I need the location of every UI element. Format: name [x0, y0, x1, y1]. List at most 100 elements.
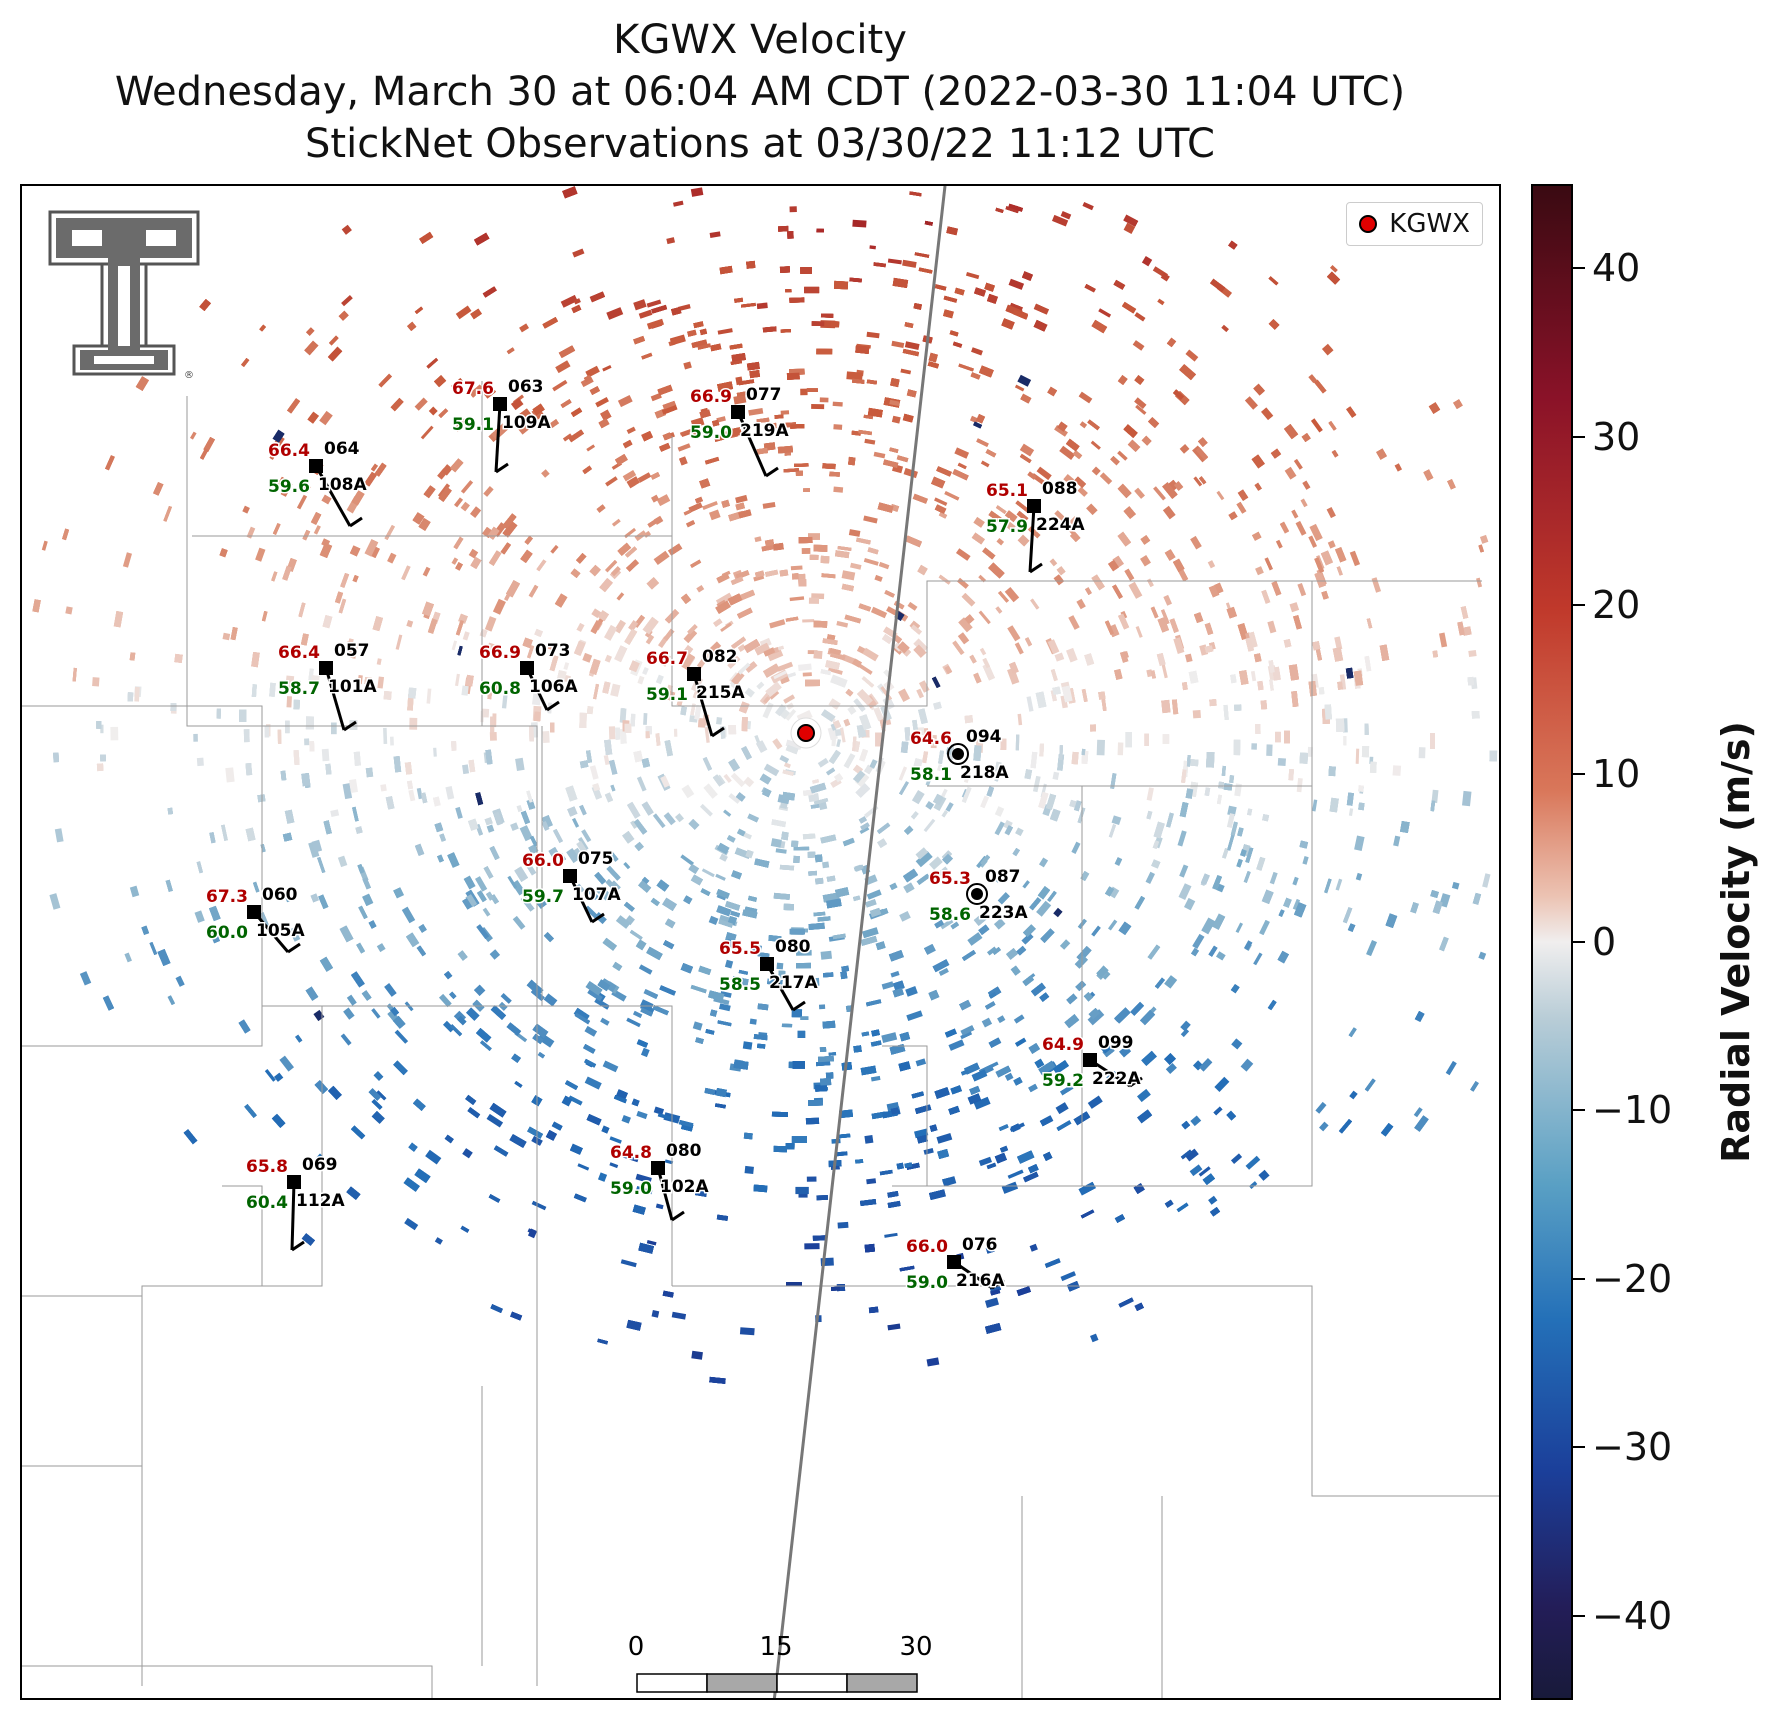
- title-datetime: Wednesday, March 30 at 06:04 AM CDT (202…: [114, 69, 1406, 115]
- velocity-gate: [460, 501, 470, 512]
- velocity-gate: [585, 365, 600, 378]
- velocity-gate: [954, 447, 970, 459]
- velocity-gate: [1177, 830, 1187, 847]
- velocity-gate: [620, 1259, 637, 1268]
- velocity-gate: [1096, 739, 1105, 756]
- velocity-gate: [863, 515, 878, 524]
- velocity-gate: [609, 1136, 622, 1144]
- velocity-gate: [775, 704, 787, 717]
- velocity-gate: [1234, 783, 1242, 797]
- velocity-gate: [1319, 1121, 1329, 1132]
- velocity-gate: [1392, 765, 1402, 776]
- velocity-gate: [874, 574, 883, 582]
- velocity-gate: [331, 722, 337, 735]
- velocity-gate: [616, 592, 625, 601]
- velocity-gate: [1244, 396, 1258, 410]
- velocity-gate: [1221, 324, 1229, 333]
- velocity-gate: [818, 801, 828, 811]
- velocity-gate: [690, 417, 705, 428]
- velocity-gate: [1293, 458, 1303, 470]
- radar-map[interactable]: 67.6 063 59.1 109A 66.9 077 59.0 219A 66.4 064 59.…: [20, 184, 1501, 1700]
- velocity-gate: [1240, 1058, 1254, 1072]
- velocity-gate: [1308, 535, 1318, 548]
- velocity-gate: [813, 650, 823, 660]
- velocity-gate: [906, 1010, 923, 1022]
- velocity-gate: [619, 708, 627, 723]
- velocity-gate: [1078, 391, 1093, 404]
- velocity-gate: [1117, 450, 1128, 461]
- velocity-gate: [380, 784, 387, 792]
- velocity-gate: [767, 648, 784, 662]
- velocity-gate: [699, 803, 713, 817]
- velocity-gate: [1054, 510, 1066, 521]
- velocity-gate: [602, 365, 612, 372]
- velocity-gate: [677, 304, 691, 312]
- velocity-gate: [518, 421, 533, 435]
- velocity-gate: [915, 1058, 927, 1067]
- velocity-gate: [577, 1163, 590, 1171]
- velocity-gate: [489, 731, 497, 741]
- velocity-gate: [795, 1186, 809, 1195]
- velocity-gate: [802, 619, 815, 623]
- velocity-gate: [194, 910, 205, 923]
- velocity-gate: [1128, 581, 1143, 599]
- velocity-gate: [828, 698, 841, 710]
- velocity-gate: [1066, 647, 1078, 663]
- velocity-gate: [817, 757, 829, 768]
- velocity-gate: [371, 1008, 381, 1019]
- velocity-gate: [422, 566, 431, 577]
- velocity-gate: [1180, 1020, 1191, 1032]
- velocity-gate: [296, 494, 308, 510]
- velocity-gate: [1179, 864, 1189, 878]
- velocity-gate: [581, 829, 592, 843]
- velocity-field: [32, 186, 1498, 1384]
- velocity-gate: [600, 1017, 610, 1026]
- velocity-gate: [1439, 632, 1448, 648]
- velocity-gate: [671, 1311, 687, 1320]
- velocity-gate: [357, 674, 363, 685]
- velocity-gate: [1014, 1037, 1027, 1047]
- velocity-gate: [1253, 952, 1263, 966]
- velocity-gate: [709, 509, 721, 521]
- velocity-gate: [571, 817, 580, 828]
- velocity-gate: [482, 708, 490, 718]
- velocity-gate: [994, 806, 1005, 817]
- velocity-gate: [288, 927, 301, 942]
- velocity-gate: [280, 481, 293, 497]
- velocity-gate: [956, 577, 969, 589]
- velocity-gate: [673, 1147, 688, 1155]
- velocity-gate: [984, 1061, 999, 1071]
- velocity-gate: [666, 684, 674, 693]
- velocity-gate: [762, 702, 774, 719]
- velocity-gate: [1007, 667, 1020, 685]
- velocity-gate: [376, 658, 382, 666]
- velocity-gate: [474, 876, 488, 892]
- velocity-gate: [1201, 917, 1216, 935]
- velocity-gate: [984, 1297, 999, 1308]
- velocity-gate: [341, 224, 352, 235]
- velocity-gate: [958, 617, 973, 633]
- velocity-gate: [973, 1096, 991, 1110]
- velocity-gate: [434, 1237, 443, 1245]
- velocity-gate: [750, 944, 762, 952]
- velocity-gate: [840, 727, 846, 743]
- velocity-gate: [512, 915, 526, 930]
- velocity-gate: [1076, 598, 1086, 610]
- velocity-gate: [343, 1007, 355, 1020]
- velocity-gate: [878, 561, 890, 570]
- velocity-gate: [702, 500, 718, 510]
- velocity-gate: [455, 806, 463, 819]
- velocity-gate: [65, 606, 73, 615]
- velocity-gate: [408, 789, 416, 802]
- velocity-gate: [1309, 523, 1323, 542]
- velocity-gate: [1146, 787, 1154, 801]
- velocity-gate: [1052, 771, 1060, 780]
- velocity-gate: [1060, 1271, 1076, 1282]
- velocity-gate: [640, 1047, 650, 1058]
- title-observations: StickNet Observations at 03/30/22 11:12 …: [305, 121, 1215, 167]
- velocity-gate: [1277, 757, 1287, 766]
- velocity-gate: [406, 619, 414, 628]
- velocity-gate: [818, 1004, 826, 1010]
- velocity-gate: [691, 1350, 703, 1360]
- velocity-gate: [122, 552, 132, 568]
